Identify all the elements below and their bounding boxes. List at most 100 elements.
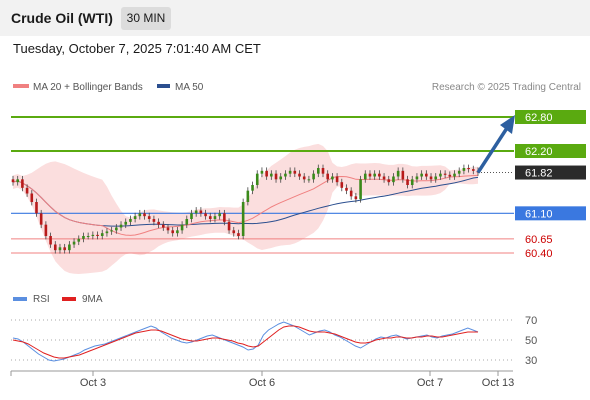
candle-body	[39, 213, 43, 225]
candle-body	[467, 168, 470, 170]
candle-body	[171, 230, 174, 234]
candle-body	[53, 244, 57, 251]
candle-body	[349, 190, 353, 197]
candle-body	[307, 179, 311, 181]
candle-body	[434, 176, 438, 180]
candle-body	[298, 173, 301, 177]
candle-body	[218, 213, 221, 217]
candle-body	[91, 234, 95, 236]
chart-header: Crude Oil (WTI) 30 MIN	[0, 0, 590, 36]
candle-body	[96, 234, 99, 236]
candle-body	[208, 216, 212, 219]
level-label-61.82: 61.82	[525, 168, 553, 180]
candle-body	[472, 169, 475, 171]
candle-body	[180, 224, 184, 231]
rsi-line	[12, 321, 479, 362]
ma20-line	[12, 174, 479, 236]
candle-body	[241, 202, 245, 236]
projection-arrow-head	[500, 115, 515, 134]
level-label-61.10: 61.10	[525, 208, 553, 220]
candle-body	[429, 176, 433, 180]
candle-body	[378, 173, 381, 177]
level-tag-62.80	[515, 110, 586, 124]
candle-body	[312, 173, 315, 180]
candle-body	[129, 219, 132, 222]
candle-body	[105, 231, 109, 234]
candle-body	[321, 168, 325, 174]
candle-body	[293, 170, 297, 174]
candle-body	[124, 221, 128, 225]
candle-body	[44, 224, 48, 236]
rsi-ma-legend-swatch	[62, 297, 76, 301]
candle-body	[227, 221, 231, 231]
rsi-level-label-70: 70	[525, 315, 537, 327]
candle-body	[462, 168, 466, 171]
candle-body	[373, 173, 376, 177]
rsi-legend-swatch	[13, 297, 27, 301]
candle-body	[157, 221, 160, 225]
ma20-legend-label: MA 20 + Bollinger Bands	[33, 82, 143, 93]
candle-body	[110, 230, 113, 232]
candle-body	[331, 176, 334, 180]
candle-body	[453, 173, 456, 177]
candle-body	[382, 176, 386, 180]
candle-body	[448, 174, 452, 177]
candle-body	[152, 219, 156, 222]
candle-body	[86, 236, 90, 237]
candle-body	[162, 224, 165, 228]
candle-body	[425, 173, 428, 177]
candle-body	[82, 236, 85, 239]
candle-body	[58, 247, 62, 251]
level-label-60.40: 60.40	[525, 248, 553, 260]
time-axis-label: Oct 3	[80, 377, 106, 389]
candle-body	[68, 244, 71, 251]
candle-body	[199, 210, 203, 214]
time-axis-label: Oct 6	[249, 377, 275, 389]
instrument-title: Crude Oil (WTI)	[11, 10, 113, 26]
candle-body	[363, 173, 367, 180]
candle-body	[396, 170, 400, 177]
time-axis-label: Oct 13	[482, 377, 514, 389]
candle-body	[176, 230, 179, 234]
level-tag-62.20	[515, 144, 586, 158]
candle-body	[359, 179, 362, 200]
candle-body	[420, 173, 423, 177]
candle-body	[246, 190, 250, 202]
time-axis-label: Oct 7	[417, 377, 443, 389]
candle-body	[213, 216, 217, 219]
candle-body	[274, 173, 278, 180]
candle-body	[147, 216, 151, 219]
price-panel: 62.80 62.20 61.82 61.10 60.65 60.40	[11, 110, 586, 274]
candle-body	[30, 193, 34, 202]
candle-body	[190, 213, 193, 219]
candle-body	[251, 185, 254, 191]
candle-body	[335, 176, 339, 183]
timestamp-line: Tuesday, October 7, 2025 7:01:40 AM CET	[13, 41, 261, 56]
candle-body	[223, 213, 226, 222]
candle-body	[119, 224, 123, 228]
rsi-level-label-50: 50	[525, 335, 537, 347]
candle-body	[279, 176, 283, 180]
timeframe-button[interactable]: 30 MIN	[121, 7, 171, 30]
candle-body	[457, 170, 461, 174]
candle-body	[77, 238, 81, 242]
level-tag-61.10	[515, 206, 586, 221]
time-axis: Oct 3 Oct 6 Oct 7 Oct 13	[10, 370, 514, 389]
candle-body	[72, 241, 76, 245]
candle-body	[439, 173, 442, 177]
candle-body	[410, 179, 414, 185]
rsi-legend-label: RSI	[33, 294, 50, 305]
rsi-ma-line	[12, 325, 478, 359]
candle-body	[406, 179, 409, 185]
candle-body	[387, 179, 391, 183]
level-label-62.20: 62.20	[525, 146, 553, 158]
candle-body	[115, 227, 118, 231]
candle-body	[265, 170, 268, 177]
candle-body	[143, 213, 146, 217]
bollinger-band	[13, 143, 478, 274]
candle-body	[237, 233, 240, 236]
candle-body	[232, 230, 236, 234]
level-label-60.65: 60.65	[525, 234, 553, 246]
candle-body	[11, 179, 15, 183]
